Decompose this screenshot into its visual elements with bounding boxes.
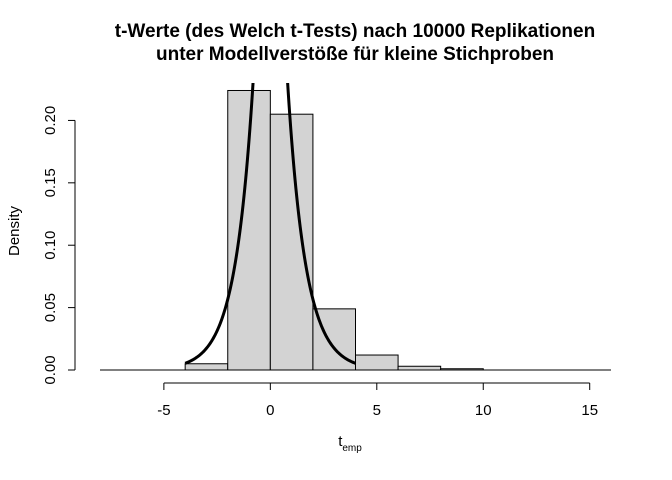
chart-title-line-1: t-Werte (des Welch t-Tests) nach 10000 R…	[115, 21, 595, 42]
y-axis: 0.00 0.05 0.10 0.15 0.20	[42, 106, 76, 385]
histogram-bar-5	[397, 365, 442, 371]
histogram-bar-4	[355, 354, 399, 371]
chart-title-line-2: unter Modellverstöße für kleine Stichpro…	[156, 44, 554, 65]
histogram-bars	[184, 89, 484, 371]
x-axis-label: temp	[338, 433, 362, 454]
y-tick-label-2: 0.10	[42, 231, 59, 260]
x-axis-label-main: t	[338, 433, 343, 450]
y-axis-label: Density	[6, 205, 23, 256]
density-curve	[184, 83, 357, 365]
x-tick-label-2: 5	[373, 402, 381, 419]
x-axis-label-subscript: emp	[342, 443, 362, 454]
x-tick-label-4: 15	[581, 402, 598, 419]
y-tick-label-0: 0.00	[42, 355, 59, 384]
y-tick-label-3: 0.15	[42, 168, 59, 197]
x-axis: -5 0 5 10 15	[100, 369, 611, 419]
density-curve-layer	[184, 83, 357, 365]
histogram-bar-0	[184, 363, 229, 371]
x-tick-label-3: 10	[475, 402, 492, 419]
x-tick-label-0: -5	[157, 402, 170, 419]
x-tick-label-1: 0	[266, 402, 274, 419]
y-tick-label-4: 0.20	[42, 106, 59, 135]
y-tick-label-1: 0.05	[42, 293, 59, 322]
